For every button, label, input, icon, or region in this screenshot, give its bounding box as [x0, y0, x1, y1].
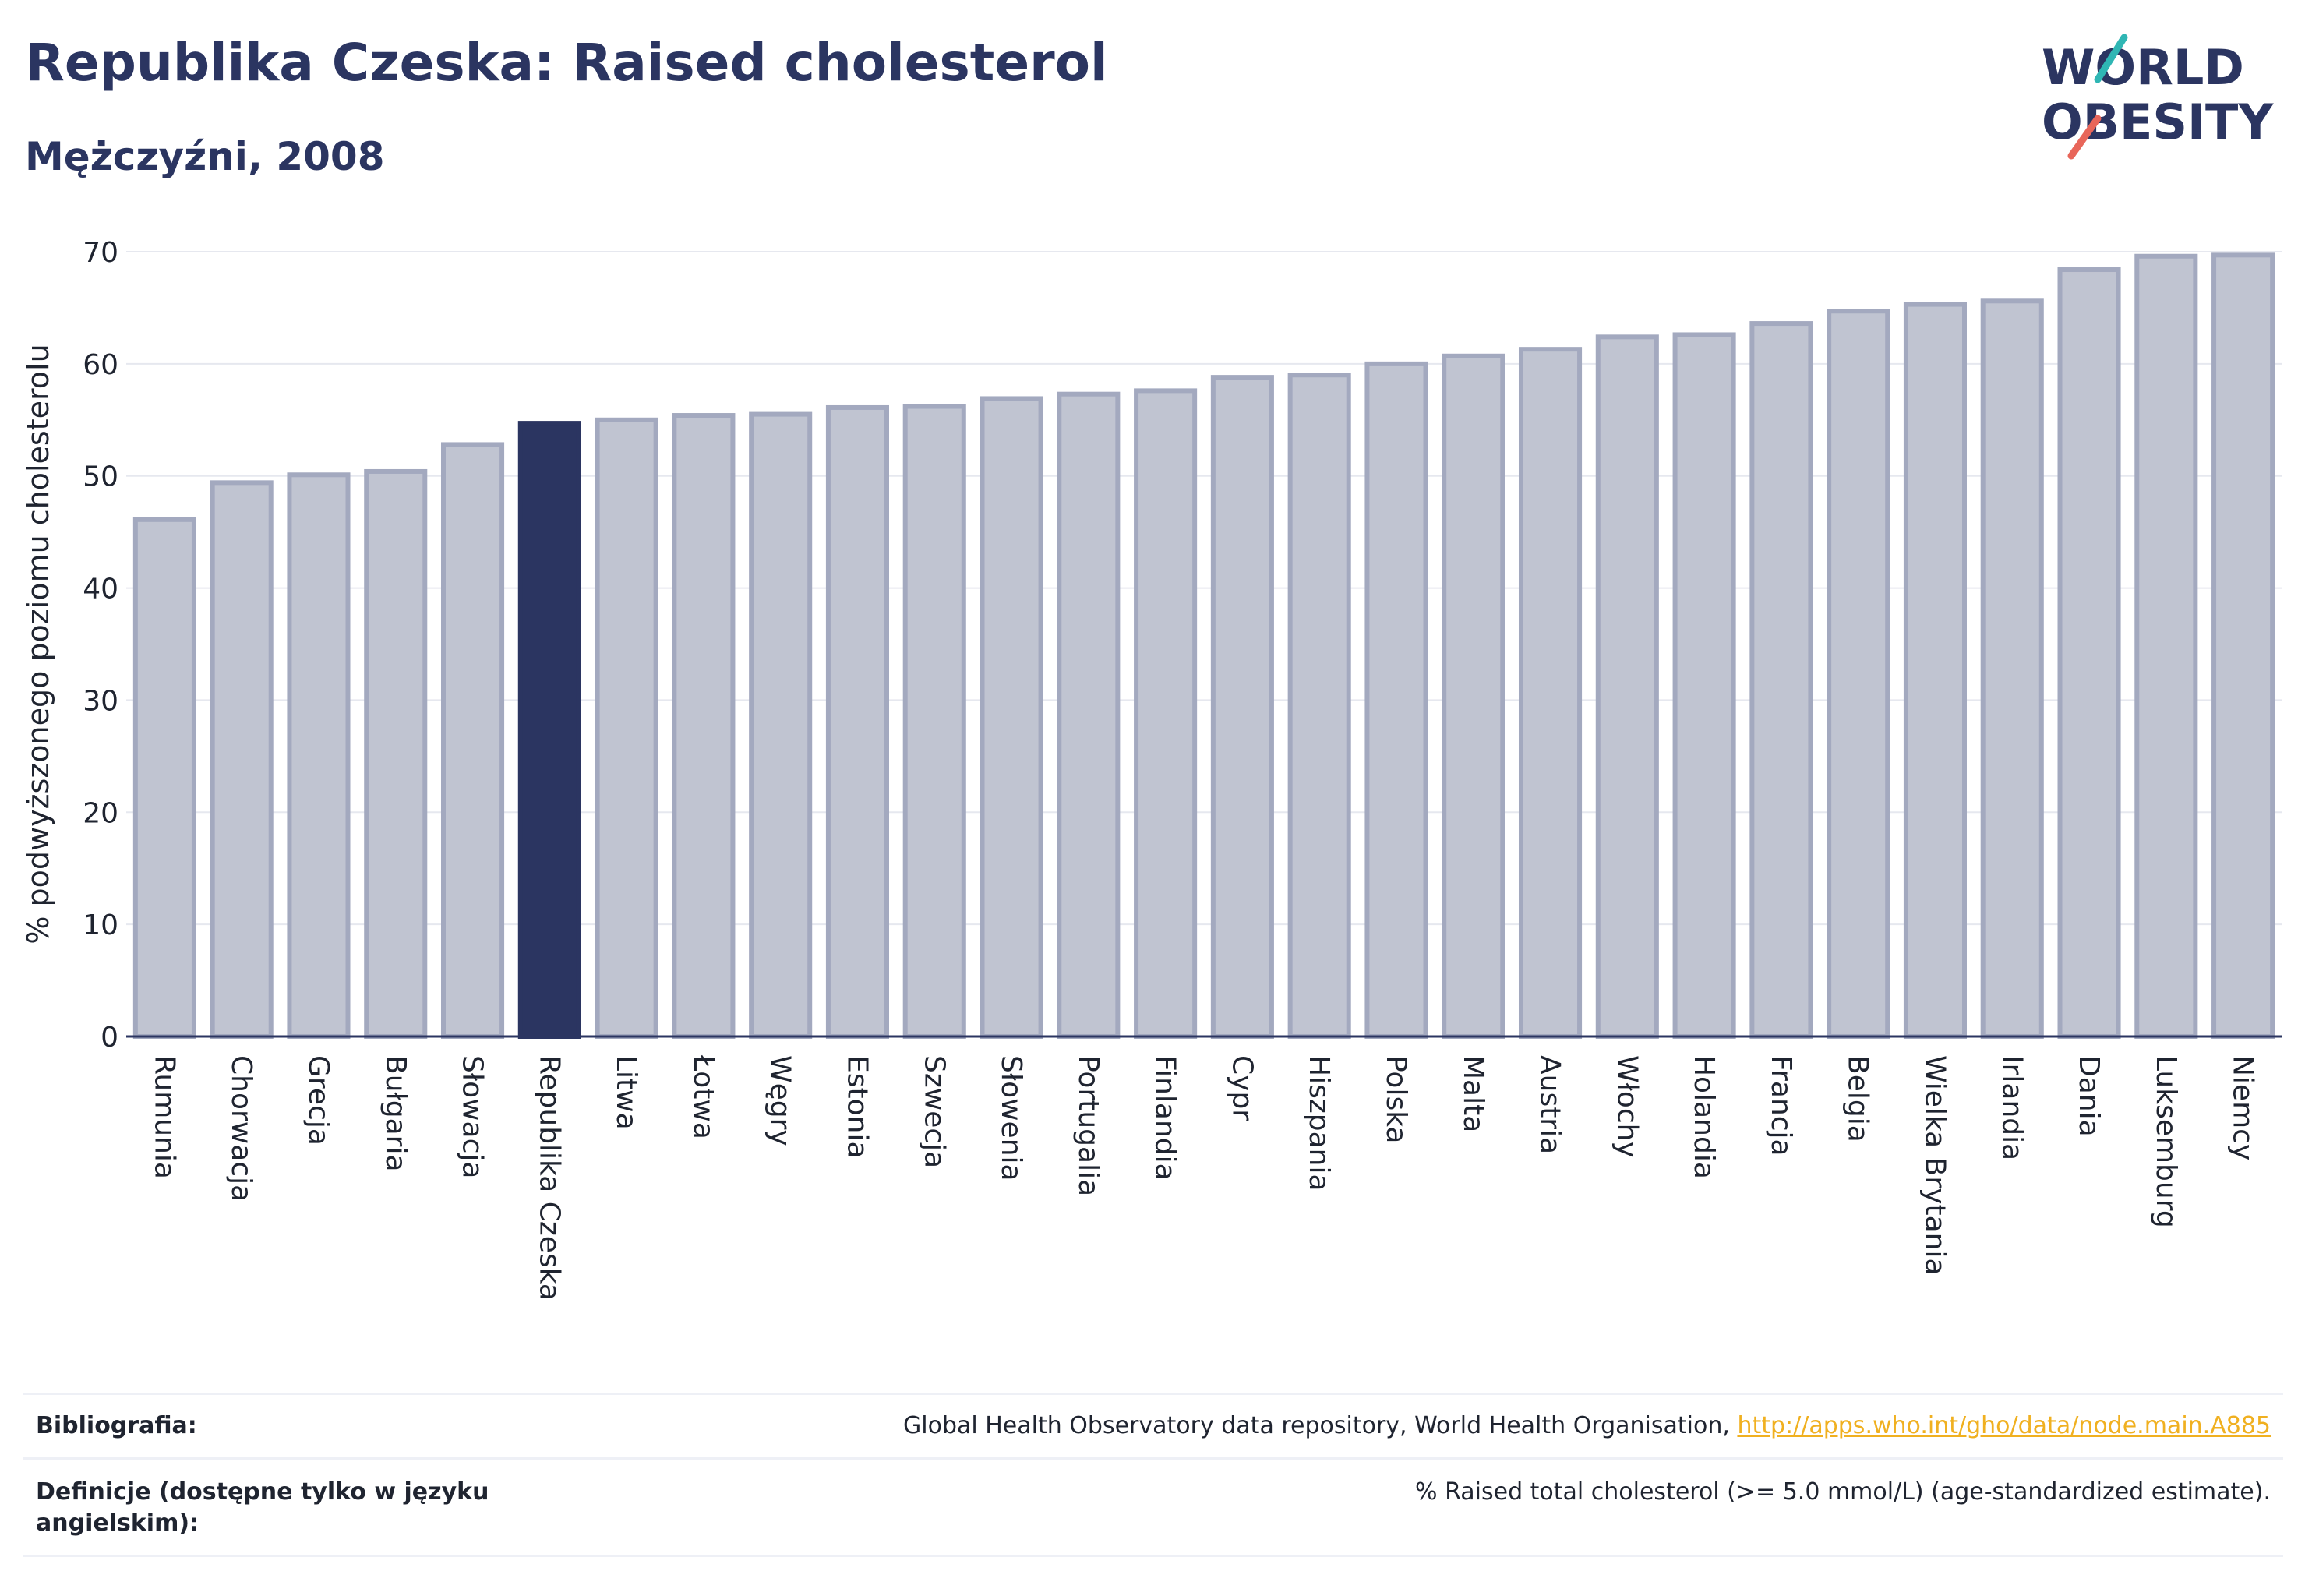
- bar-litwa: [595, 417, 658, 1039]
- bar-dania: [2057, 267, 2121, 1039]
- bar-szwecja: [902, 404, 966, 1039]
- bar-niemcy: [2211, 252, 2275, 1039]
- footer-divider-top: [23, 1393, 2283, 1395]
- bar-holandia: [1672, 332, 1736, 1039]
- bar-słowenia: [980, 396, 1043, 1039]
- x-tick-label: Niemcy: [2227, 1055, 2259, 1160]
- y-tick-label: 40: [83, 574, 118, 606]
- bar-finlandia: [1134, 388, 1198, 1039]
- y-tick-label: 60: [83, 349, 118, 381]
- x-tick-label: Chorwacja: [225, 1055, 257, 1202]
- logo-line1: WORLD: [2042, 39, 2244, 96]
- bars: [132, 252, 2275, 1040]
- y-tick-label: 0: [101, 1022, 118, 1054]
- logo-slash-upper: [2094, 34, 2128, 83]
- bibliography-link[interactable]: http://apps.who.int/gho/data/node.main.A…: [1737, 1412, 2271, 1439]
- y-tick-label: 20: [83, 797, 118, 829]
- bar-hiszpania: [1287, 373, 1351, 1039]
- x-tick-label: Republika Czeska: [533, 1055, 565, 1301]
- x-tick-label: Irlandia: [1996, 1055, 2028, 1160]
- x-tick-label: Holandia: [1688, 1055, 1720, 1179]
- x-tick-label: Szwecja: [918, 1055, 950, 1168]
- bar-francja: [1749, 321, 1813, 1040]
- bar-chorwacja: [210, 480, 274, 1039]
- x-tick-label: Węgry: [764, 1055, 796, 1146]
- bibliography-value: Global Health Observatory data repositor…: [903, 1411, 2271, 1442]
- x-tick-label: Portugalia: [1072, 1055, 1104, 1196]
- y-axis-label: % podwyższonego poziomu cholesterolu: [21, 344, 55, 944]
- x-tick-label: Francja: [1765, 1055, 1797, 1156]
- bar-portugalia: [1057, 391, 1121, 1040]
- x-tick-label: Estonia: [841, 1055, 873, 1159]
- x-tick-label: Słowenia: [995, 1055, 1027, 1181]
- world-obesity-logo: WORLD OBESITY: [2026, 31, 2291, 164]
- y-tick-label: 70: [83, 237, 118, 269]
- y-tick-label: 10: [83, 909, 118, 941]
- x-tick-label: Dania: [2073, 1055, 2105, 1137]
- x-tick-label: Łotwa: [687, 1054, 719, 1139]
- x-tick-label: Hiszpania: [1303, 1055, 1335, 1192]
- bar-chart: % podwyższonego poziomu cholesterolu 0 10…: [21, 237, 2282, 1301]
- chart-subtitle: Mężczyźni, 2008: [25, 134, 385, 179]
- x-tick-label: Rumunia: [148, 1055, 180, 1179]
- x-tick-label: Słowacja: [457, 1055, 489, 1178]
- x-tick-label: Grecja: [302, 1055, 334, 1146]
- bar-grecja: [287, 472, 351, 1039]
- x-tick-label: Luksemburg: [2150, 1055, 2182, 1228]
- x-tick-label: Finlandia: [1149, 1055, 1181, 1181]
- bar-łotwa: [672, 413, 736, 1039]
- x-tick-label: Włochy: [1611, 1055, 1643, 1158]
- y-tick-labels: 0 10 20 30 40 50 60 70: [83, 237, 118, 1054]
- x-tick-label: Polska: [1380, 1055, 1412, 1143]
- bar-rumunia: [132, 517, 196, 1039]
- bar-słowacja: [440, 442, 505, 1039]
- bar-austria: [1518, 347, 1583, 1039]
- bar-cypr: [1210, 375, 1274, 1039]
- definition-value: % Raised total cholesterol (>= 5.0 mmol/…: [1415, 1478, 2271, 1506]
- bar-luksemburg: [2134, 253, 2198, 1039]
- bibliography-text: Global Health Observatory data repositor…: [903, 1412, 1738, 1439]
- x-tick-labels: Rumunia Chorwacja Grecja Bułgaria Słowacja Re…: [148, 1054, 2258, 1301]
- definition-label: Definicje (dostępne tylko w języku angie…: [36, 1478, 489, 1537]
- bar-polska: [1364, 361, 1428, 1040]
- y-tick-label: 50: [83, 461, 118, 493]
- x-tick-label: Litwa: [610, 1055, 642, 1130]
- footer-divider-bottom: [23, 1555, 2283, 1557]
- bar-wielka-brytania: [1903, 302, 1968, 1039]
- bar-bułgaria: [364, 468, 428, 1039]
- logo-slash-lower: [2067, 115, 2102, 160]
- bar-węgry: [749, 411, 813, 1039]
- bibliography-label: Bibliografia:: [36, 1412, 197, 1439]
- y-tick-label: 30: [83, 685, 118, 717]
- bar-malta: [1442, 353, 1505, 1039]
- x-tick-label: Belgia: [1842, 1055, 1874, 1142]
- x-tick-label: Wielka Brytania: [1918, 1055, 1950, 1276]
- bar-republika-czeska: [517, 421, 581, 1039]
- footer-divider-middle: [23, 1457, 2283, 1460]
- bar-estonia: [825, 404, 890, 1039]
- x-tick-label: Malta: [1457, 1055, 1489, 1132]
- x-tick-label: Bułgaria: [379, 1055, 411, 1172]
- x-tick-label: Austria: [1534, 1055, 1566, 1154]
- chart-title: Republika Czeska: Raised cholesterol: [25, 33, 1108, 93]
- bar-irlandia: [1980, 298, 2044, 1040]
- bar-włochy: [1595, 334, 1659, 1039]
- x-tick-label: Cypr: [1226, 1055, 1258, 1121]
- bar-belgia: [1827, 309, 1890, 1040]
